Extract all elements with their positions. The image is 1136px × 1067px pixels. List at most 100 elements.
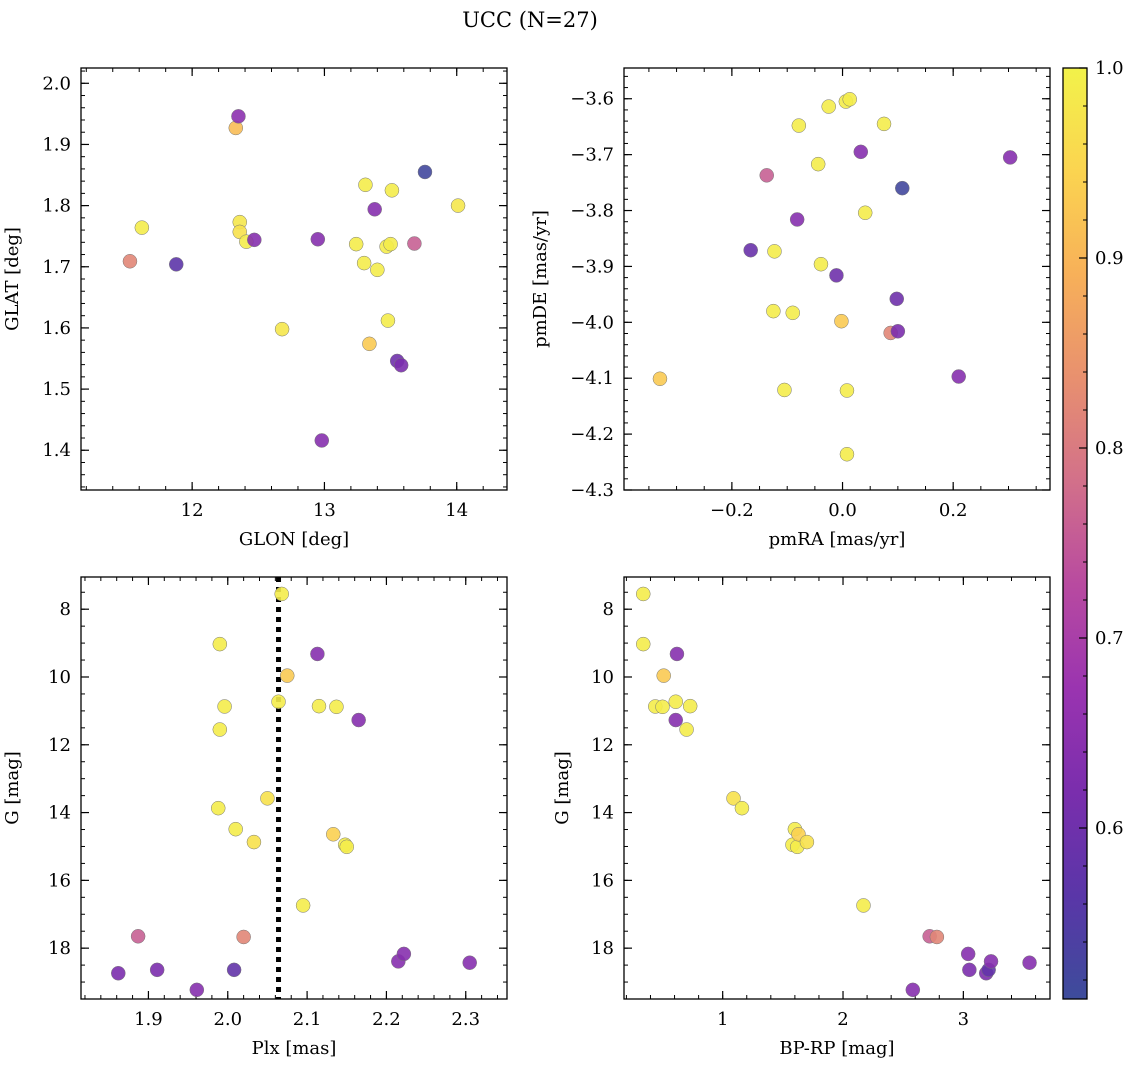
data-point <box>130 929 146 944</box>
data-point <box>247 232 262 248</box>
data-point <box>362 336 377 352</box>
x-tick-label: 2.1 <box>293 1009 322 1030</box>
data-point <box>122 254 138 269</box>
data-point <box>743 242 758 258</box>
y-tick-label: −4.1 <box>570 368 614 389</box>
data-point <box>246 834 262 850</box>
data-point <box>791 118 807 133</box>
y-tick-label: 8 <box>60 599 71 620</box>
data-point <box>212 722 228 737</box>
y-tick-label: −4.2 <box>570 424 614 445</box>
x-tick-label: 0.0 <box>828 500 857 521</box>
data-point <box>983 954 999 969</box>
scatter-panel-glon-glat: 12 13 14 1.4 1.5 1.6 1.7 1.8 1.9 2.0 GLON [deg] GLA… <box>2 67 508 550</box>
y-tick-label: −3.6 <box>570 89 614 110</box>
data-point <box>857 205 873 221</box>
data-point <box>799 834 815 850</box>
data-point <box>280 668 295 683</box>
y-tick-label: 12 <box>591 735 614 756</box>
data-point <box>834 313 849 329</box>
data-point <box>260 791 275 806</box>
data-point <box>210 800 226 816</box>
data-point <box>652 371 668 387</box>
y-tick-label: 16 <box>48 870 71 891</box>
y-tick-label: 14 <box>591 803 614 824</box>
x-tick-label: 2.2 <box>372 1009 401 1030</box>
data-point <box>189 982 205 998</box>
data-point <box>383 236 398 252</box>
data-point <box>370 262 385 278</box>
data-point <box>856 898 871 913</box>
data-point <box>310 231 326 247</box>
x-tick-label: 13 <box>313 500 336 521</box>
data-point <box>295 898 311 913</box>
x-axis-label: Plx [mas] <box>252 1038 337 1059</box>
data-point <box>682 698 698 714</box>
data-point <box>766 303 781 319</box>
data-point <box>217 699 232 714</box>
x-tick-label: 1.9 <box>134 1009 163 1030</box>
data-point <box>905 982 921 998</box>
data-point <box>314 433 330 448</box>
y-tick-label: 1.8 <box>42 196 71 217</box>
figure-title: UCC (N=27) <box>462 8 598 32</box>
data-point <box>380 313 396 328</box>
y-tick-label: 8 <box>603 599 614 620</box>
data-point <box>393 357 409 373</box>
data-point <box>134 220 150 235</box>
x-axis-label: pmRA [mas/yr] <box>769 529 906 550</box>
y-axis-label: pmDE [mas/yr] <box>530 210 551 348</box>
data-point <box>231 109 246 124</box>
y-tick-label: 10 <box>48 667 71 688</box>
x-tick-label: 14 <box>445 500 468 521</box>
data-point <box>169 257 184 272</box>
data-point <box>450 198 466 213</box>
data-point <box>636 586 651 602</box>
plot-area: 1.9 2.0 2.1 2.2 2.3 8 10 12 14 16 18 Plx [mas] G [ma… <box>2 576 508 1059</box>
scatter-panel-pmra-pmde: −0.2 0.0 0.2 −4.3 −4.2 −4.1 −4.0 −3.9 −3.8 −3.7 −3… <box>530 67 1051 550</box>
y-tick-label: 18 <box>591 938 614 959</box>
data-point <box>339 839 355 855</box>
data-point <box>668 712 683 728</box>
data-point <box>356 255 372 271</box>
data-point <box>1002 150 1018 165</box>
y-tick-label: 2.0 <box>42 73 71 94</box>
y-axis-label: G [mag] <box>2 751 23 824</box>
y-tick-label: 1.4 <box>42 440 71 461</box>
data-point <box>636 636 651 652</box>
data-point <box>895 180 910 196</box>
colorbar-tick-label: 0.8 <box>1095 438 1124 459</box>
data-point <box>962 962 977 978</box>
data-point <box>876 116 892 132</box>
scatter-panel-plx-g: 1.9 2.0 2.1 2.2 2.3 8 10 12 14 16 18 Plx [mas] G [ma… <box>2 576 508 1059</box>
data-point <box>236 929 251 945</box>
y-tick-label: −4.3 <box>570 480 614 501</box>
axes-frame <box>80 67 508 491</box>
data-point <box>212 636 228 652</box>
data-point <box>329 699 344 715</box>
data-point <box>111 965 126 981</box>
data-point <box>813 256 829 272</box>
data-point <box>351 712 366 728</box>
data-point <box>839 446 855 462</box>
data-point <box>358 177 373 193</box>
x-tick-label: 12 <box>181 500 204 521</box>
data-point <box>417 164 433 180</box>
data-point <box>367 202 382 217</box>
x-tick-label: 3 <box>958 1009 969 1030</box>
data-point <box>734 800 750 816</box>
data-point <box>785 305 800 321</box>
data-point <box>656 668 671 683</box>
data-point <box>655 699 670 715</box>
axes-frame <box>623 576 1051 1000</box>
y-tick-label: 12 <box>48 735 71 756</box>
y-axis-label: G [mag] <box>552 751 573 824</box>
data-point <box>274 586 289 602</box>
y-tick-label: 16 <box>591 870 614 891</box>
data-point <box>462 955 477 970</box>
x-tick-label: 2.3 <box>451 1009 480 1030</box>
data-point <box>889 291 905 307</box>
data-point <box>929 929 945 945</box>
